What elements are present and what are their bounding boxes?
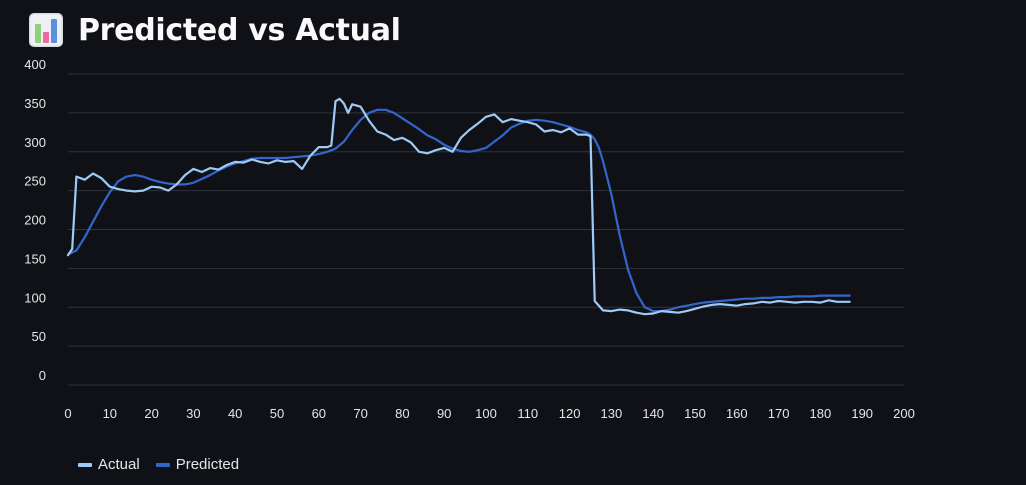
y-tick-label: 400 — [24, 60, 46, 72]
x-tick-label: 20 — [144, 406, 158, 421]
x-tick-label: 40 — [228, 406, 242, 421]
x-tick-label: 70 — [353, 406, 367, 421]
x-tick-label: 30 — [186, 406, 200, 421]
x-tick-label: 110 — [517, 406, 538, 421]
page-header: Predicted vs Actual — [28, 10, 401, 50]
y-tick-label: 300 — [24, 135, 46, 150]
page-title: Predicted vs Actual — [78, 12, 401, 48]
legend-swatch-actual — [78, 462, 92, 467]
x-tick-label: 50 — [270, 406, 284, 421]
y-tick-label: 100 — [24, 290, 46, 305]
x-tick-label: 160 — [726, 406, 748, 421]
bar-chart-icon — [29, 13, 63, 47]
legend-item-actual[interactable]: Actual — [78, 456, 140, 473]
x-tick-label: 140 — [642, 406, 664, 421]
x-tick-label: 130 — [601, 406, 623, 421]
x-tick-label: 190 — [851, 406, 873, 421]
y-tick-label: 150 — [24, 251, 46, 266]
x-tick-label: 170 — [768, 406, 790, 421]
x-tick-label: 10 — [103, 406, 117, 421]
x-tick-label: 100 — [475, 406, 497, 421]
series-line-actual — [66, 97, 851, 316]
x-tick-label: 0 — [64, 406, 71, 421]
y-tick-label: 50 — [32, 329, 46, 344]
x-tick-label: 120 — [559, 406, 581, 421]
series-line-predicted — [66, 108, 851, 313]
x-tick-label: 80 — [395, 406, 409, 421]
y-tick-label: 350 — [24, 96, 46, 111]
x-tick-label: 90 — [437, 406, 451, 421]
x-tick-label: 150 — [684, 406, 706, 421]
legend-label-predicted: Predicted — [175, 456, 240, 473]
y-tick-label: 0 — [39, 368, 46, 383]
x-tick-label: 200 — [893, 406, 915, 421]
y-tick-label: 200 — [24, 213, 46, 228]
y-tick-label: 250 — [24, 174, 46, 189]
chart-legend: Actual Predicted — [78, 456, 239, 473]
line-chart: 0 50 100 150 200 250 300 350 400 0 10 20 30 40 50 60 70 8… — [24, 60, 915, 421]
x-tick-label: 60 — [312, 406, 326, 421]
legend-item-predicted[interactable]: Predicted — [155, 456, 240, 473]
legend-swatch-predicted — [155, 462, 170, 467]
x-tick-label: 180 — [810, 406, 832, 421]
legend-label-actual: Actual — [98, 456, 140, 473]
